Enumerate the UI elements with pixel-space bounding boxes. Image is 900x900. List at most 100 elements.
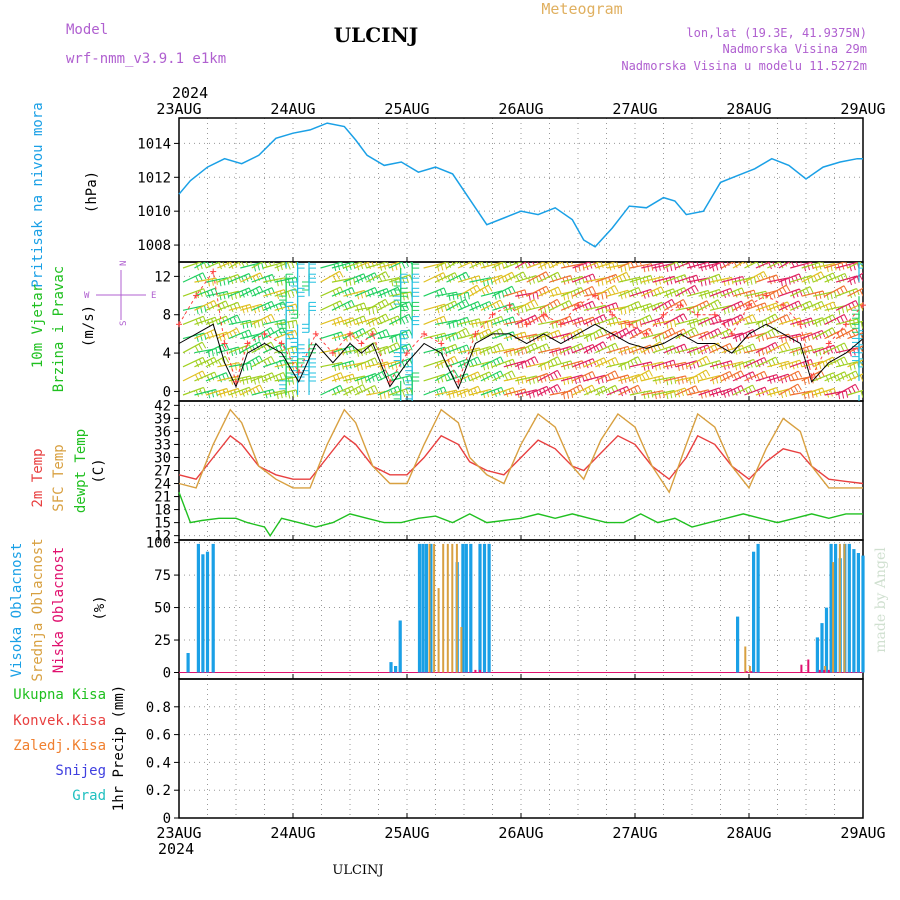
wind-barb-flag [248,344,253,352]
wind-barb-flag [673,319,677,328]
wind-barb-flag [647,264,650,272]
wind-barb-flag [436,290,440,298]
wind-barb-flag [456,262,459,265]
wind-barb-flag [494,292,497,300]
wind-barb-flag [765,320,768,328]
wind-barb-flag [532,376,535,384]
wind-barb-flag [788,262,791,265]
wind-barb-flag [849,363,852,371]
wind-barb-flag [705,369,711,377]
wind-barb-flag [530,301,535,309]
wind-barb-flag [682,299,688,306]
wind-barb-flag [833,345,837,353]
wind-barb [767,301,788,311]
wind-barb-flag [371,374,375,382]
wind-barb-flag [746,278,749,286]
wind-barb-flag [466,317,471,325]
wind-barb-flag [844,371,849,379]
wind-barb [423,373,445,382]
wind-barb-flag [681,376,684,384]
wind-barb-flag [463,389,467,397]
time-label-top-6: 29AUG [840,100,885,118]
wind-barb [847,373,863,382]
wind-barb-flag [809,286,814,294]
wind-barb-flag [680,389,684,397]
wind-barb-flag [845,390,849,398]
wind-barb-flag [658,391,661,399]
wind-barb-flag [492,374,498,382]
wind-barb-flag [592,301,596,308]
wind-barb-flag [275,375,280,383]
wind-barb-flag [634,262,639,267]
wind-barb-flag [748,316,753,323]
wind-barb-flag [287,262,291,270]
time-label-bottom-4: 27AUG [612,824,657,842]
wind-barb-flag [527,262,532,268]
wind-barb-flag [546,373,551,381]
wind-barb-flag [631,376,635,384]
wind-barb-flag [396,299,401,307]
wind-barb-flag [210,302,215,309]
temp-ylabel-1: 2m Temp [30,448,46,507]
wind-barb-flag [845,305,849,313]
wind-barb [618,287,639,297]
wind-barb-flag [379,363,382,371]
wind-barb-flag [634,386,639,394]
wind-barb [251,341,272,354]
wind-barb-flag [618,331,624,339]
wind-barb [366,288,388,297]
wind-barb-flag [599,359,604,367]
wind-barb-flag [261,333,264,341]
wind-barb [423,315,445,326]
wind-barb-flag [536,262,539,264]
wind-barb-flag [703,332,707,340]
wind-barb-flag [704,390,707,398]
wind-barb-flag [435,275,440,283]
wind-barb-flag [840,373,845,381]
wind-barb-flag [843,356,848,364]
wind-barb [469,277,492,283]
wind-legend-n: N [119,261,129,266]
wind-barb-flag [765,291,768,299]
wind-barb-flag [630,290,635,298]
wind-barb [629,344,651,354]
wind-barb [492,370,513,382]
wind-barb [686,262,709,269]
wind-barb-flag [859,274,863,282]
y-tick-label: 18 [154,503,171,519]
wind-barb-flag [440,305,444,313]
wind-barb-flag [352,317,356,325]
wind-barb-flag [780,335,783,343]
wind-barb-flag [605,291,608,299]
wind-barb-flag [467,262,470,264]
wind-barb [847,332,863,340]
wind-barb-flag [868,301,871,307]
wind-barb-flag [799,288,803,296]
wind-barb [629,361,652,368]
wind-barb [641,361,663,368]
wind-barb-flag [543,374,547,382]
y-tick-label: 8 [163,308,171,324]
y-tick-label: 0.8 [146,700,171,716]
wind-barb [812,387,835,396]
meteogram-label: Meteogram [541,0,622,18]
wind-barb-flag [760,388,765,396]
wind-barb [274,262,292,269]
wind-barb-flag [752,329,757,337]
wind-barb-flag [344,290,349,298]
wind-barb-flag [622,329,627,337]
wind-barb-flag [245,376,249,384]
wind-barb-flag [511,286,516,293]
wind-barb-flag [276,264,280,272]
wind-barb-flag [195,319,200,326]
time-label-bottom-0: 23AUG [156,824,201,842]
y-tick-label: 0.6 [146,728,171,744]
wind-barb-flag [473,358,478,366]
wind-barb-flag [385,329,390,337]
wind-legend-e: E [151,291,156,301]
wind-barb-flag [467,292,470,300]
wind-barb-flag [692,347,696,356]
lonlat-label: lon,lat (19.3E, 41.9375N) [686,26,867,40]
wind-barb [801,290,824,297]
wind-barb [618,262,633,269]
